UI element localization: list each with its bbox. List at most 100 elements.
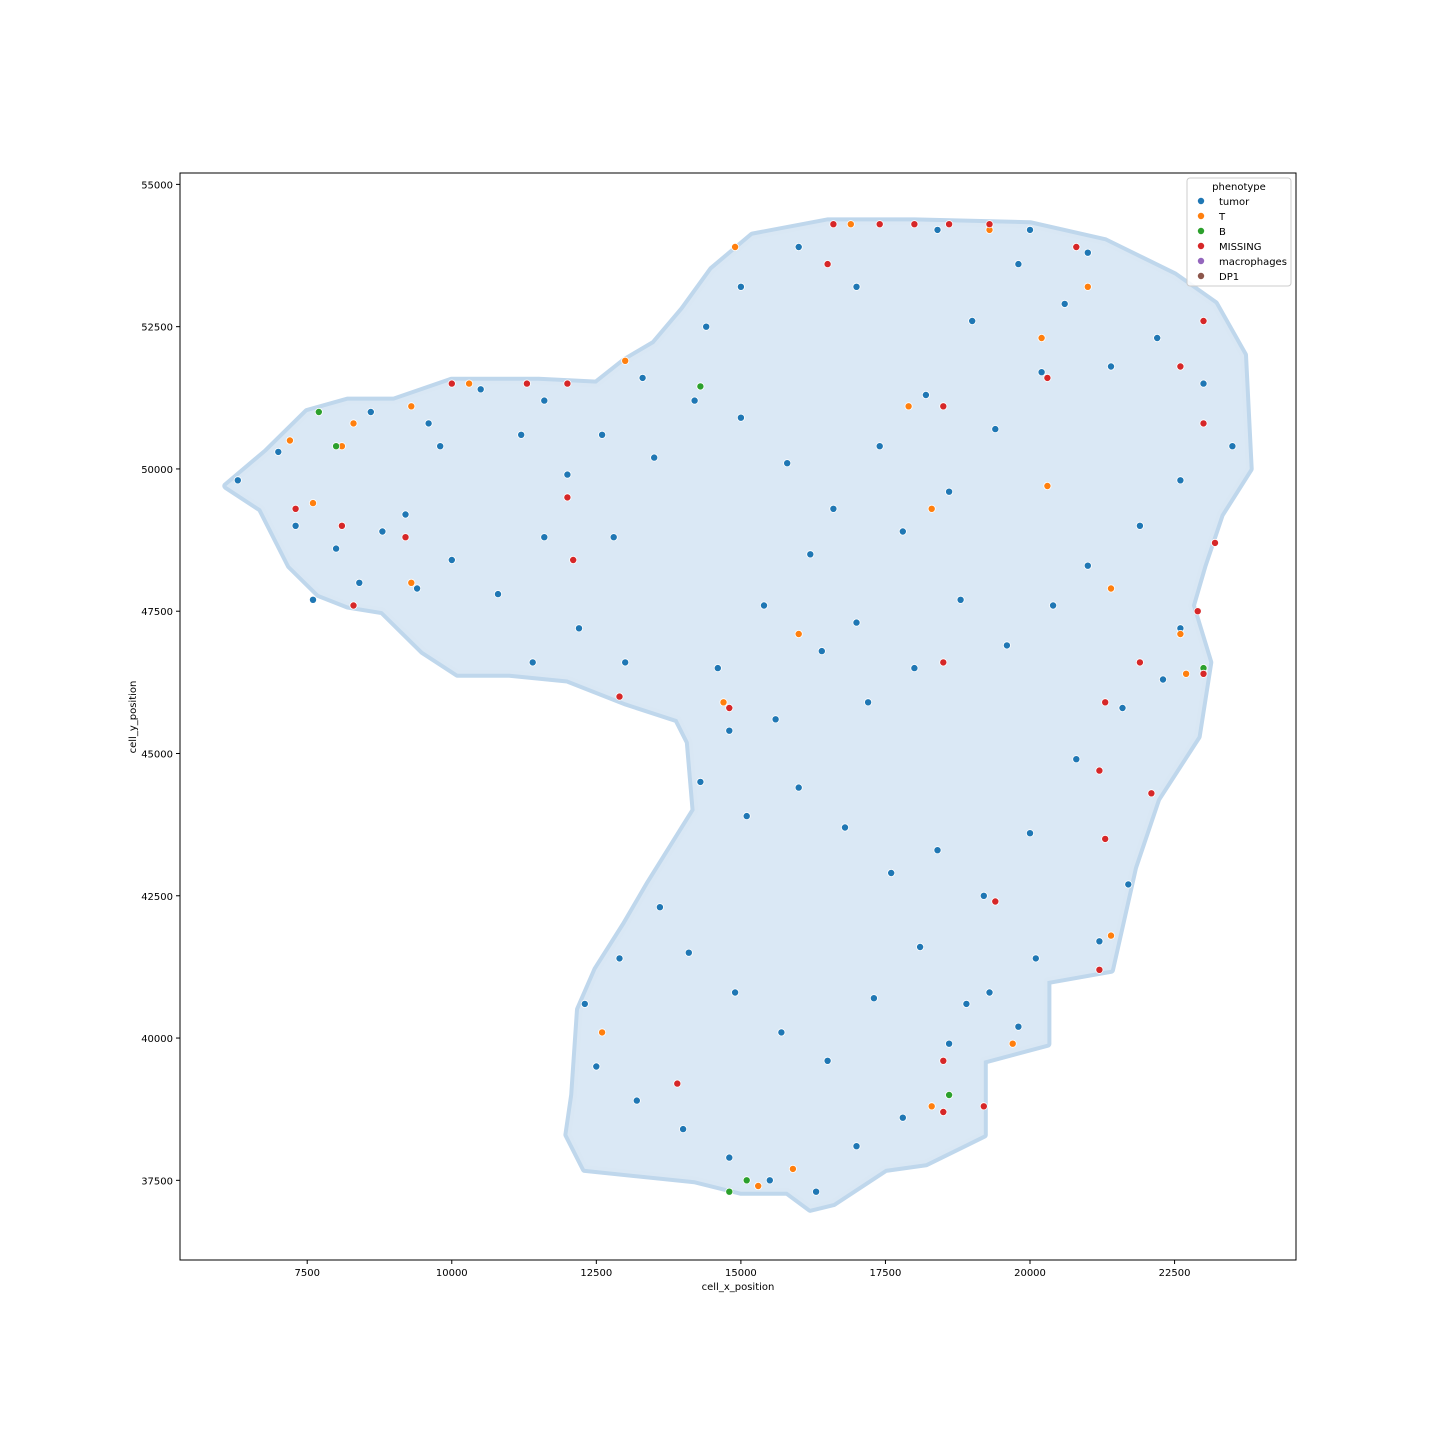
x-axis-label: cell_x_position (702, 1282, 775, 1293)
y-tick-label: 37500 (141, 1176, 173, 1187)
point-missing-14 (939, 402, 948, 411)
point-tumor-89 (1083, 248, 1092, 257)
point-tumor-14 (736, 413, 745, 422)
point-tumor-4 (308, 595, 317, 604)
legend-label-b: B (1219, 227, 1226, 238)
point-tumor-69 (869, 994, 878, 1003)
point-tumor-38 (742, 812, 751, 821)
point-b-5 (945, 1091, 954, 1100)
point-tumor-21 (1060, 299, 1069, 308)
point-missing-32 (673, 1079, 682, 1088)
x-tick-label: 22500 (1159, 1268, 1191, 1279)
point-missing-28 (939, 658, 948, 667)
legend-marker-t (1197, 211, 1206, 220)
y-tick-label: 45000 (141, 749, 173, 760)
point-missing-2 (349, 601, 358, 610)
point-tumor-51 (1031, 954, 1040, 963)
point-tumor-78 (528, 658, 537, 667)
point-missing-11 (945, 220, 954, 229)
y-tick-label: 50000 (141, 465, 173, 476)
point-t-7 (904, 402, 913, 411)
point-tumor-54 (898, 1113, 907, 1122)
point-missing-7 (725, 704, 734, 713)
point-tumor-84 (852, 618, 861, 627)
point-tumor-59 (679, 1125, 688, 1134)
point-tumor-64 (655, 903, 664, 912)
point-tumor-68 (823, 1056, 832, 1065)
point-tumor-24 (1199, 379, 1208, 388)
point-tumor-95 (1026, 225, 1035, 234)
x-axis: 7500 10000 12500 15000 17500 20000 22500 (294, 1260, 1190, 1279)
legend-label-dp1: DP1 (1219, 272, 1239, 283)
point-missing-3 (401, 533, 410, 542)
point-t-3 (407, 402, 416, 411)
point-tumor-27 (1135, 521, 1144, 530)
point-missing-20 (1199, 669, 1208, 678)
point-missing-13 (823, 260, 832, 269)
plot-area (222, 217, 1254, 1213)
point-tumor-75 (540, 533, 549, 542)
point-tumor-3 (332, 544, 341, 553)
point-tumor-50 (1095, 937, 1104, 946)
point-missing-31 (979, 1102, 988, 1111)
point-missing-26 (1095, 965, 1104, 974)
point-tumor-85 (898, 527, 907, 536)
point-missing-19 (1193, 607, 1202, 616)
point-missing-5 (569, 556, 578, 565)
point-missing-16 (1176, 362, 1185, 371)
point-tumor-2 (291, 521, 300, 530)
point-tumor-9 (517, 430, 526, 439)
point-tumor-40 (841, 823, 850, 832)
point-tumor-41 (887, 869, 896, 878)
point-tumor-34 (817, 647, 826, 656)
point-tumor-70 (916, 943, 925, 952)
point-t-11 (1176, 630, 1185, 639)
point-tumor-86 (945, 487, 954, 496)
point-missing-18 (1211, 538, 1220, 547)
point-missing-4 (563, 493, 572, 502)
x-tick-label: 12500 (580, 1268, 612, 1279)
point-missing-15 (1043, 373, 1052, 382)
point-tumor-71 (962, 999, 971, 1008)
point-missing-33 (447, 379, 456, 388)
point-tumor-98 (540, 396, 549, 405)
point-tumor-65 (684, 948, 693, 957)
point-t-5 (621, 356, 630, 365)
point-tumor-62 (580, 999, 589, 1008)
point-tumor-100 (424, 419, 433, 428)
point-t-0 (285, 436, 294, 445)
x-tick-label: 15000 (725, 1268, 757, 1279)
point-tumor-56 (812, 1187, 821, 1196)
point-missing-34 (522, 379, 531, 388)
point-tumor-18 (921, 390, 930, 399)
legend-marker-missing (1197, 241, 1206, 250)
point-tumor-93 (702, 322, 711, 331)
point-tumor-55 (852, 1142, 861, 1151)
y-tick-label: 40000 (141, 1034, 173, 1045)
point-tumor-49 (1124, 880, 1133, 889)
point-tumor-25 (1228, 442, 1237, 451)
point-tumor-44 (1026, 829, 1035, 838)
x-tick-label: 20000 (1014, 1268, 1046, 1279)
point-tumor-31 (956, 595, 965, 604)
y-tick-label: 47500 (141, 607, 173, 618)
point-missing-22 (1101, 698, 1110, 707)
point-missing-8 (829, 220, 838, 229)
point-tumor-81 (713, 664, 722, 673)
point-tumor-87 (991, 425, 1000, 434)
point-tumor-72 (1014, 1022, 1023, 1031)
y-axis: 37500 40000 42500 45000 47500 50000 52500 55000 (141, 180, 180, 1187)
point-tumor-15 (783, 459, 792, 468)
y-tick-label: 42500 (141, 892, 173, 903)
point-t-4 (465, 379, 474, 388)
point-t-2 (349, 419, 358, 428)
point-missing-23 (1095, 766, 1104, 775)
point-tumor-88 (1037, 368, 1046, 377)
point-missing-25 (1101, 834, 1110, 843)
point-missing-12 (985, 220, 994, 229)
point-t-9 (1043, 481, 1052, 490)
y-tick-label: 52500 (141, 323, 173, 334)
point-tumor-94 (933, 225, 942, 234)
point-b-0 (314, 407, 323, 416)
legend-marker-b (1197, 226, 1206, 235)
